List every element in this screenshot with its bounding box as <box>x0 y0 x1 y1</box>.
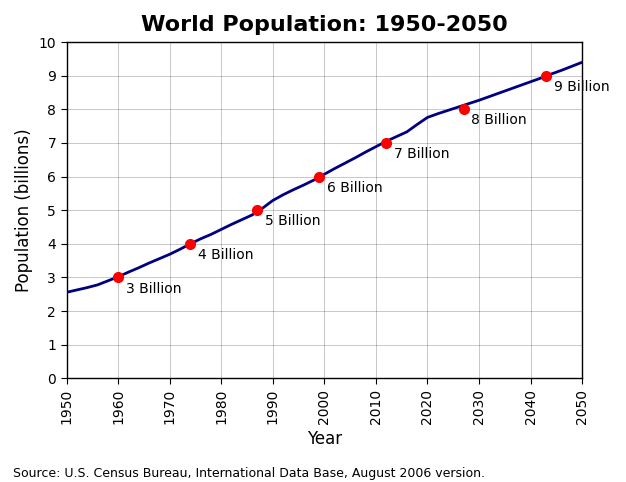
Title: World Population: 1950-2050: World Population: 1950-2050 <box>141 15 508 35</box>
Text: 4 Billion: 4 Billion <box>198 248 254 262</box>
Text: Source: U.S. Census Bureau, International Data Base, August 2006 version.: Source: U.S. Census Bureau, Internationa… <box>13 467 485 480</box>
Text: 9 Billion: 9 Billion <box>554 80 609 94</box>
X-axis label: Year: Year <box>307 430 342 448</box>
Text: 3 Billion: 3 Billion <box>126 281 182 295</box>
Text: 6 Billion: 6 Billion <box>327 181 382 195</box>
Text: 7 Billion: 7 Billion <box>394 147 449 161</box>
Y-axis label: Population (billions): Population (billions) <box>15 128 33 292</box>
Text: 8 Billion: 8 Billion <box>471 113 527 127</box>
Text: 5 Billion: 5 Billion <box>265 214 321 228</box>
